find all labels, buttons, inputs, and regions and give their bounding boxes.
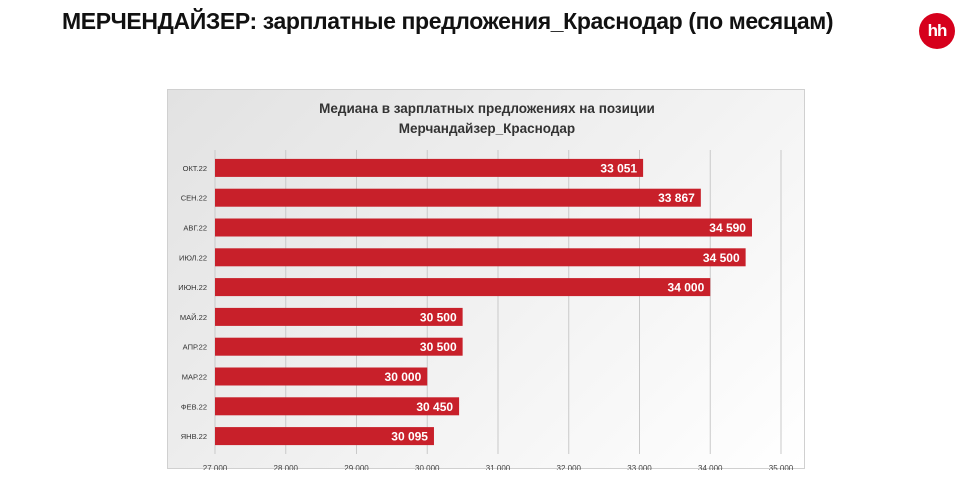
x-tick-label: 30 000 — [415, 464, 440, 470]
bar — [215, 158, 644, 177]
bar — [215, 337, 463, 356]
x-tick-label: 32 000 — [557, 464, 582, 470]
data-label: 34 500 — [703, 251, 740, 265]
chart-title-line1: Медиана в зарплатных предложениях на поз… — [319, 101, 655, 116]
x-tick-label: 31 000 — [486, 464, 511, 470]
category-label: ЯНВ.22 — [181, 432, 207, 441]
category-label: МАР.22 — [182, 373, 207, 382]
category-label: ИЮЛ.22 — [179, 253, 207, 262]
category-label: ИЮН.22 — [178, 283, 207, 292]
x-tick-label: 35 000 — [769, 464, 794, 470]
data-label: 30 500 — [420, 310, 457, 324]
bar — [215, 367, 428, 386]
data-label: 30 450 — [416, 400, 453, 414]
x-tick-label: 29 000 — [344, 464, 369, 470]
data-label: 34 590 — [709, 221, 746, 235]
bar — [215, 248, 746, 267]
category-label: ФЕВ.22 — [181, 402, 207, 411]
x-tick-label: 28 000 — [274, 464, 299, 470]
chart-title-line2: Мерчандайзер_Краснодар — [398, 121, 576, 136]
x-tick-label: 27 000 — [203, 464, 228, 470]
bar — [215, 218, 752, 237]
data-label: 30 500 — [420, 340, 457, 354]
data-label: 33 867 — [658, 191, 695, 205]
category-label: СЕН.22 — [181, 194, 207, 203]
bar-chart: 27 000 28 000 29 000 30 000 31 000 32 000 33 0… — [178, 150, 794, 470]
data-label: 33 051 — [600, 161, 637, 175]
data-label: 34 000 — [668, 281, 705, 295]
data-label: 30 095 — [391, 430, 428, 444]
x-tick-label: 33 000 — [627, 464, 652, 470]
hh-logo[interactable]: hh — [919, 13, 955, 49]
bar — [215, 307, 463, 326]
bar — [215, 397, 460, 416]
x-tick-label: 34 000 — [698, 464, 723, 470]
category-label: ОКТ.22 — [183, 164, 207, 173]
bar — [215, 427, 434, 446]
data-label: 30 000 — [385, 370, 422, 384]
bar — [215, 278, 711, 297]
bar — [215, 188, 701, 207]
chart-panel: Медиана в зарплатных предложениях на поз… — [167, 89, 805, 470]
page-title: МЕРЧЕНДАЙЗЕР: зарплатные предложения_Кра… — [62, 8, 834, 34]
category-label: АПР.22 — [183, 343, 207, 352]
category-label: АВГ.22 — [183, 224, 207, 233]
category-label: МАЙ.22 — [180, 313, 207, 322]
